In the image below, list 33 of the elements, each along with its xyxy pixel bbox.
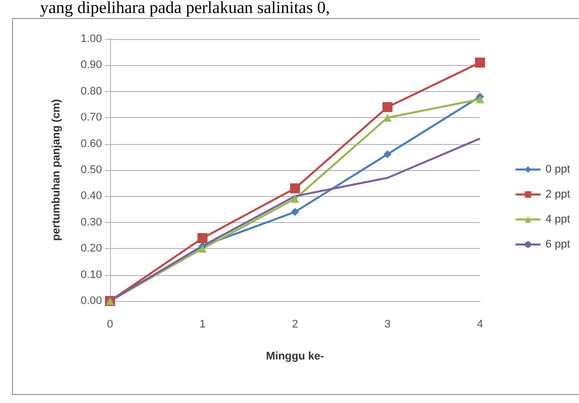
legend-label: 2 ppt — [546, 188, 570, 200]
point — [476, 95, 484, 104]
y-tick-label: 0.90 — [80, 59, 102, 72]
point — [382, 102, 392, 112]
point — [198, 233, 208, 244]
x-axis-title: Minggu ke- — [266, 350, 324, 362]
x-tick-label: 0 — [106, 318, 114, 330]
point — [384, 114, 392, 122]
y-tick-label: 1.00 — [80, 33, 102, 45]
y-tick-label: 0.20 — [80, 242, 102, 255]
y-tick-label: 0.70 — [80, 112, 102, 124]
point — [198, 244, 206, 253]
y-tick-label: 0.50 — [80, 164, 102, 176]
y-axis-title: pertumbuhan panjang (cm) — [50, 98, 62, 241]
legend-label: 6 ppt — [546, 238, 570, 250]
y-tick-label: 0.40 — [80, 190, 102, 202]
y-tick-label: 0.00 — [80, 295, 102, 307]
legend-label: 4 ppt — [546, 214, 570, 226]
y-tick-label: 0.60 — [80, 138, 102, 150]
x-tick-label: 4 — [476, 318, 484, 330]
y-tick-label: 0.10 — [80, 268, 102, 281]
point — [291, 194, 299, 203]
point — [290, 183, 300, 194]
y-tick-label: 0.30 — [80, 216, 102, 228]
point — [475, 58, 485, 68]
legend-label: 0 ppt — [546, 164, 570, 176]
x-tick-label: 1 — [199, 318, 206, 330]
text: yang dipelihara pada perlakuan salinitas 0, — [40, 0, 330, 18]
point — [384, 150, 392, 158]
x-tick-label: 3 — [384, 318, 391, 330]
y-tick-label: 0.80 — [80, 85, 102, 98]
point — [291, 208, 299, 216]
x-tick-label: 2 — [292, 318, 298, 330]
